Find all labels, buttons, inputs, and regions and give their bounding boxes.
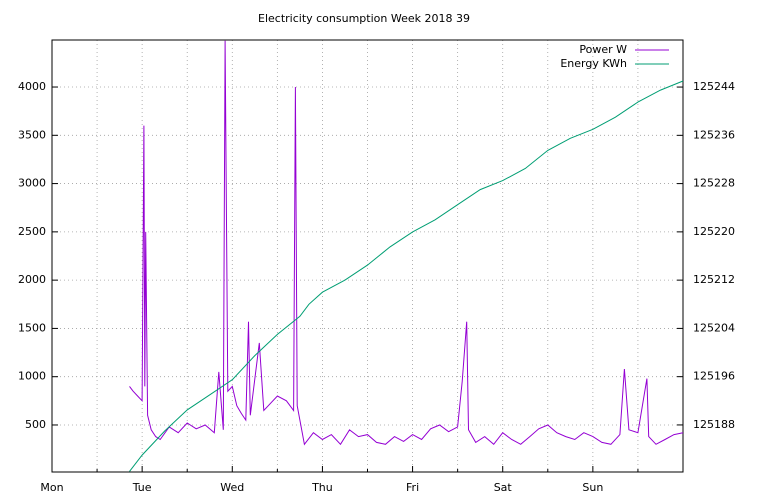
x-tick-label: Fri	[406, 481, 419, 494]
y-tick-label: 4000	[18, 80, 46, 93]
y-tick-label: 1500	[18, 321, 46, 334]
x-tick-label: Sat	[494, 481, 513, 494]
y2-tick-label: 125236	[693, 128, 735, 141]
y-tick-label: 1000	[18, 370, 46, 383]
y2-tick-label: 125204	[693, 321, 735, 334]
y-tick-label: 3000	[18, 177, 46, 190]
legend-label: Energy KWh	[560, 57, 627, 70]
series-line	[129, 40, 684, 446]
chart-title: Electricity consumption Week 2018 39	[258, 12, 470, 25]
y-tick-label: 500	[25, 418, 46, 431]
x-tick-label: Wed	[220, 481, 244, 494]
plot-border	[51, 39, 684, 473]
y2-tick-label: 125244	[693, 80, 735, 93]
x-tick-label: Thu	[311, 481, 333, 494]
legend-label: Power W	[579, 43, 627, 56]
x-tick-label: Sun	[582, 481, 603, 494]
y2-tick-label: 125196	[693, 370, 735, 383]
x-tick-label: Mon	[40, 481, 63, 494]
y2-tick-label: 125212	[693, 273, 735, 286]
y-tick-label: 2000	[18, 273, 46, 286]
series-line	[129, 80, 684, 472]
y-tick-label: 3500	[18, 128, 46, 141]
x-tick-label: Tue	[132, 481, 152, 494]
y2-tick-label: 125228	[693, 177, 735, 190]
y2-tick-label: 125220	[693, 225, 735, 238]
y-tick-label: 2500	[18, 225, 46, 238]
y2-tick-label: 125188	[693, 418, 735, 431]
